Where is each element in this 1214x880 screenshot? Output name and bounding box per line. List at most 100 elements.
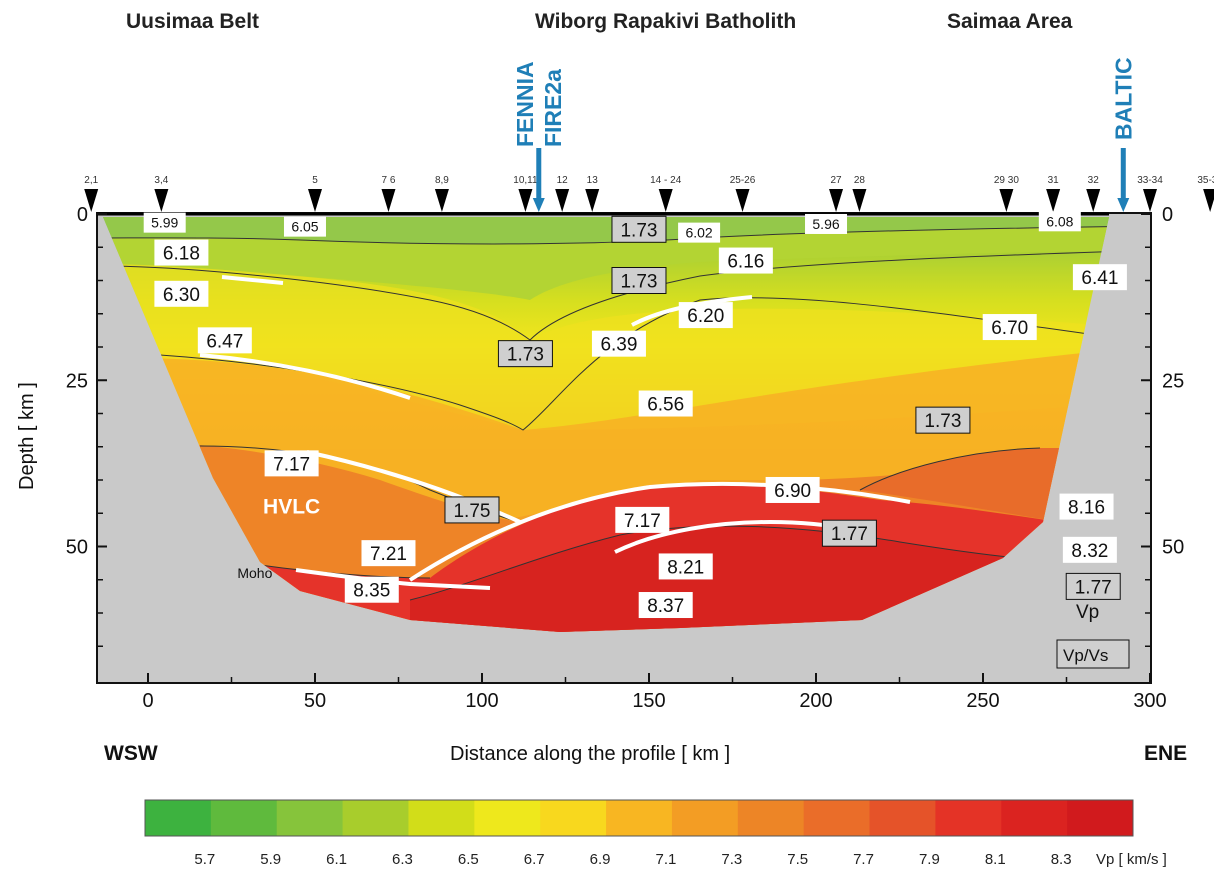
station-label: 12: [557, 175, 569, 186]
colorbar-tick-label: 6.7: [524, 851, 545, 868]
profile-label: FENNIA: [512, 61, 538, 147]
vp-label-box: [197, 327, 252, 354]
vp-label-box: [678, 222, 721, 243]
station-label: 13: [587, 175, 599, 186]
vp-label: 6.41: [1081, 268, 1118, 289]
station-label: 7 6: [382, 175, 396, 186]
colorbar-tick-label: 7.7: [853, 851, 874, 868]
colorbar-swatch: [408, 800, 475, 836]
x-axis-title: Distance along the profile [ km ]: [450, 743, 730, 765]
station-label: 35-38: [1197, 175, 1214, 186]
vpvs-label: 1.77: [1075, 577, 1112, 598]
vp-label-box: [154, 280, 209, 307]
y-tick-label-left: 25: [66, 370, 88, 392]
x-tick-label: 0: [142, 690, 153, 712]
vp-label: 6.08: [1046, 213, 1073, 229]
vp-label-box: [1072, 264, 1127, 291]
profile-arrow-head: [1117, 198, 1130, 212]
station-triangle: [829, 189, 844, 212]
station-triangle: [735, 189, 750, 212]
region-saimaa: Saimaa Area: [947, 10, 1073, 33]
colorbar: 5.7 5.9 6.1 6.3 6.5 6.7 6.9 7.1 7.3 7.5 7.7 7.9 8.1 8…: [144, 799, 1134, 868]
station-label: 31: [1048, 175, 1060, 186]
moho-west: [259, 564, 431, 579]
profile-arrow-head: [532, 198, 545, 212]
vp-label: 6.05: [291, 219, 318, 235]
colorbar-tick-label: 7.9: [919, 851, 940, 868]
vp-label-box: [344, 576, 399, 603]
station-triangle: [434, 189, 449, 212]
colorbar-outline: [144, 799, 1134, 837]
station-markers: 2,1 3,4 5 7 6 8,9 10,11 12 13 14 - 24 25-26 27 28 29…: [84, 175, 1214, 212]
station-triangle: [154, 189, 169, 212]
vp-label-box: [283, 216, 326, 237]
boundary-6: [409, 525, 1041, 601]
axis-ticks: 0501001502002503003504004500255002550: [66, 204, 1185, 712]
colorbar-swatch: [1067, 800, 1134, 836]
station-triangle: [518, 189, 533, 212]
hvlc-label: HVLC: [263, 496, 320, 519]
station-label: 5: [312, 175, 318, 186]
station-label: 8,9: [435, 175, 449, 186]
vp-label: 8.32: [1071, 541, 1108, 562]
vp-label: 5.99: [151, 215, 178, 231]
legend-vpvs-box: [1056, 639, 1130, 669]
legend-vpvs: Vp/Vs: [1063, 646, 1108, 665]
station-triangle: [381, 189, 396, 212]
model-labels: 5.996.056.025.966.086.106.186.176.166.34…: [143, 211, 1127, 619]
vp-label: 6.70: [991, 318, 1028, 339]
x-tick-label: 300: [1133, 690, 1166, 712]
station-triangle: [1203, 189, 1214, 212]
vpvs-label: 1.73: [620, 220, 657, 241]
vp-label-box: [154, 239, 209, 266]
vp-label: 6.47: [206, 331, 243, 352]
region-uusimaa: Uusimaa Belt: [126, 10, 259, 33]
boundary-2: [103, 249, 1109, 341]
colorbar-tick-label: 6.9: [590, 851, 611, 868]
vp-label: 7.17: [624, 511, 661, 532]
station-label: 28: [854, 175, 866, 186]
vp-label-box: [678, 302, 733, 329]
vpvs-label-box: [611, 267, 667, 294]
station-label: 32: [1088, 175, 1100, 186]
vpvs-label-box: [821, 519, 877, 547]
second-layer: [103, 226, 1109, 300]
vp-label-box: [718, 247, 773, 274]
vp-label-box: [143, 212, 186, 233]
profile-label: FIRE2a: [540, 69, 566, 147]
vpvs-label-box: [1065, 572, 1121, 600]
reflector-5: [408, 481, 911, 582]
vp-label-box: [638, 390, 693, 417]
colorbar-swatch: [737, 800, 805, 836]
vp-label: 7.17: [273, 454, 310, 475]
vp-label: 5.96: [812, 216, 839, 232]
station-label: 25-26: [730, 175, 756, 186]
moho-label: Moho: [237, 565, 272, 581]
vp-label-box: [264, 450, 319, 477]
colorbar-tick-label: 8.3: [1051, 851, 1072, 868]
station-triangle: [1143, 189, 1157, 212]
vp-label: 6.30: [163, 285, 200, 306]
vp-label-box: [591, 330, 646, 357]
vpvs-label-box: [497, 340, 553, 368]
vp-label-box: [1059, 493, 1114, 520]
x-tick-label: 50: [304, 690, 326, 712]
profile-marker: BALTIC: [1110, 57, 1136, 212]
vp-label: 6.56: [647, 395, 684, 416]
profile-marker: FIRE2a: [532, 69, 566, 212]
x-tick-label: 150: [632, 690, 665, 712]
colorbar-swatch: [540, 800, 607, 836]
colorbar-tick-label: 7.1: [656, 851, 677, 868]
colorbar-swatch: [671, 800, 739, 836]
x-tick-label: 100: [465, 690, 498, 712]
station-label: 27: [830, 175, 842, 186]
vpvs-label-box: [444, 496, 500, 524]
x-tick-label: 250: [966, 690, 999, 712]
vp-label: 6.90: [774, 481, 811, 502]
station-label: 10,11: [513, 175, 538, 186]
vpvs-label: 1.73: [507, 345, 544, 366]
station-triangle: [658, 189, 673, 212]
profile-marker: FENNIA: [512, 61, 538, 147]
colorbar-tick-label: 7.3: [721, 851, 742, 868]
